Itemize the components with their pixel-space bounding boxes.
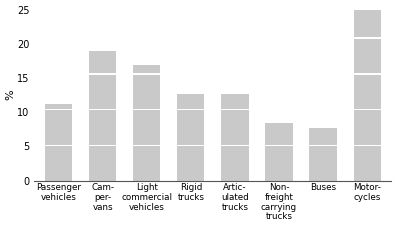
Bar bbox=[89, 51, 116, 73]
Bar bbox=[309, 145, 337, 146]
Bar bbox=[177, 111, 204, 145]
Bar bbox=[221, 94, 249, 109]
Bar bbox=[353, 146, 381, 180]
Bar bbox=[89, 109, 116, 111]
Bar bbox=[89, 73, 116, 74]
Bar bbox=[221, 145, 249, 146]
Bar bbox=[133, 111, 160, 145]
Bar bbox=[89, 145, 116, 146]
Bar bbox=[45, 109, 72, 111]
Bar bbox=[221, 146, 249, 180]
Bar bbox=[353, 73, 381, 74]
Bar bbox=[353, 37, 381, 39]
Bar bbox=[133, 146, 160, 180]
Bar bbox=[177, 109, 204, 111]
Bar bbox=[265, 145, 293, 146]
Bar bbox=[221, 111, 249, 145]
Bar bbox=[221, 109, 249, 111]
Bar bbox=[265, 146, 293, 180]
Bar bbox=[133, 65, 160, 73]
Bar bbox=[133, 109, 160, 111]
Bar bbox=[133, 73, 160, 74]
Bar bbox=[177, 145, 204, 146]
Bar bbox=[177, 146, 204, 180]
Bar bbox=[265, 123, 293, 145]
Bar bbox=[353, 74, 381, 109]
Bar bbox=[45, 104, 72, 109]
Bar bbox=[309, 128, 337, 145]
Bar bbox=[353, 145, 381, 146]
Bar bbox=[353, 39, 381, 73]
Bar bbox=[309, 146, 337, 180]
Bar bbox=[353, 109, 381, 111]
Bar bbox=[353, 111, 381, 145]
Y-axis label: %: % bbox=[6, 90, 15, 100]
Bar bbox=[133, 74, 160, 109]
Bar bbox=[89, 74, 116, 109]
Bar bbox=[353, 3, 381, 37]
Bar bbox=[89, 146, 116, 180]
Bar bbox=[45, 145, 72, 146]
Bar bbox=[45, 146, 72, 180]
Bar bbox=[89, 111, 116, 145]
Bar bbox=[45, 111, 72, 145]
Bar bbox=[177, 94, 204, 109]
Bar bbox=[133, 145, 160, 146]
